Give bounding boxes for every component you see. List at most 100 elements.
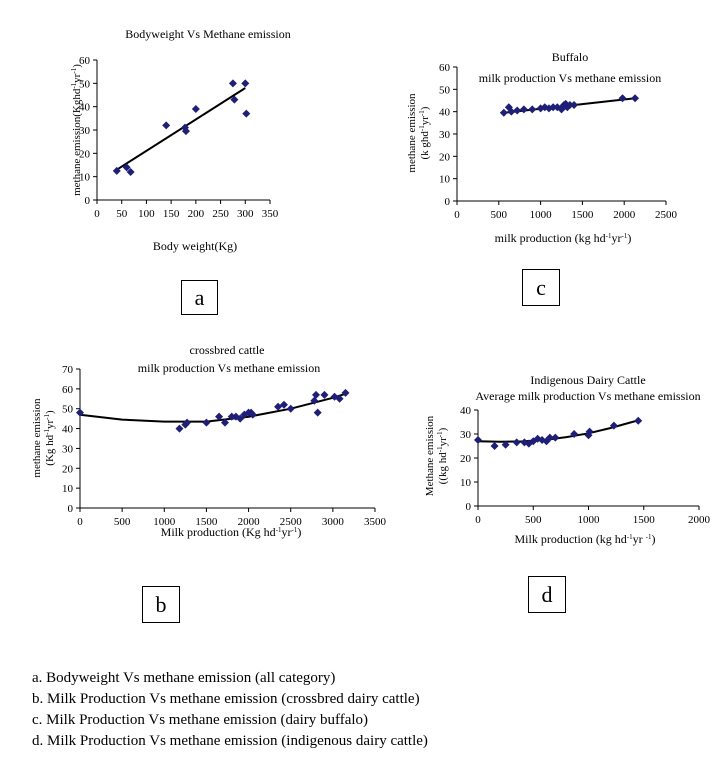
chart-a-point bbox=[228, 79, 237, 88]
chart-b-xtick-label: 3500 bbox=[364, 516, 387, 528]
chart-c-point bbox=[507, 107, 516, 116]
chart-a-ytick-label: 50 bbox=[79, 78, 91, 90]
chart-d-ytick-label: 0 bbox=[466, 501, 472, 513]
chart-c-ytick-label: 40 bbox=[439, 107, 451, 119]
chart-a-point bbox=[112, 166, 121, 175]
chart-c-title: Buffalo bbox=[552, 50, 588, 64]
chart-c-ytick-label: 50 bbox=[439, 84, 451, 96]
chart-a-point bbox=[241, 79, 250, 88]
chart-d-point bbox=[512, 438, 521, 447]
chart-c-xtick-label: 1000 bbox=[530, 209, 553, 221]
caption-c: c. Milk Production Vs methane emission (… bbox=[32, 712, 369, 728]
chart-a-trendline bbox=[116, 87, 246, 171]
chart-c-xtick-label: 0 bbox=[454, 209, 460, 221]
chart-d-xtick-label: 0 bbox=[475, 514, 481, 526]
chart-c-ytick-label: 30 bbox=[439, 129, 451, 141]
chart-d-ytick-label: 40 bbox=[460, 405, 472, 417]
chart-b-xtick-label: 2500 bbox=[280, 516, 303, 528]
chart-a-xtick-label: 50 bbox=[116, 208, 128, 220]
chart-c-ytick-label: 60 bbox=[439, 62, 451, 74]
chart-b-ytick-label: 20 bbox=[62, 463, 74, 475]
chart-d-xtick-label: 1500 bbox=[633, 514, 656, 526]
chart-a-xtick-label: 200 bbox=[188, 208, 205, 220]
chart-b-ytick-label: 40 bbox=[62, 424, 74, 436]
chart-c: Buffalo milk production Vs methane emissi… bbox=[406, 50, 678, 245]
chart-b-point bbox=[286, 404, 295, 413]
chart-a-xtick-label: 350 bbox=[262, 208, 279, 220]
chart-b-subtitle: milk production Vs methane emission bbox=[138, 361, 320, 375]
chart-d-ytick-label: 10 bbox=[460, 477, 472, 489]
chart-b-point bbox=[341, 388, 350, 397]
chart-d-xlabel: Milk production (kg hd-1yr -1) bbox=[514, 532, 655, 546]
chart-b-point bbox=[76, 408, 84, 417]
chart-c-point bbox=[631, 94, 640, 103]
chart-a-point bbox=[191, 105, 200, 113]
chart-a-ylabel: methane emission(Kghd-1yr-1) bbox=[70, 64, 83, 196]
chart-b-point bbox=[320, 390, 329, 399]
chart-c-point bbox=[528, 105, 537, 114]
chart-b-ylabel: methane emission(Kg hd-1yr-1) bbox=[31, 398, 56, 478]
chart-b-point bbox=[335, 394, 344, 403]
chart-d-point bbox=[585, 427, 594, 436]
chart-b-point bbox=[215, 412, 224, 421]
chart-c-point bbox=[499, 108, 508, 117]
chart-c-xlabel: milk production (kg hd-1yr-1) bbox=[495, 231, 632, 245]
chart-a-ytick-label: 10 bbox=[79, 172, 91, 184]
chart-b-point bbox=[310, 396, 319, 405]
chart-a-xlabel: Body weight(Kg) bbox=[153, 239, 237, 253]
chart-c-ytick-label: 20 bbox=[439, 151, 451, 163]
chart-a-point bbox=[122, 163, 131, 172]
chart-d-point bbox=[634, 416, 643, 425]
chart-d-point bbox=[551, 433, 560, 442]
chart-d-point bbox=[490, 442, 499, 450]
chart-b-ytick-label: 70 bbox=[62, 364, 74, 376]
chart-b-trendline bbox=[79, 392, 346, 423]
chart-d-point bbox=[609, 421, 618, 430]
chart-d-subtitle: Average milk production Vs methane emiss… bbox=[475, 389, 700, 403]
chart-d-xtick-label: 500 bbox=[525, 514, 542, 526]
chart-d-ytick-label: 30 bbox=[460, 429, 472, 441]
chart-d-xtick-label: 1000 bbox=[578, 514, 601, 526]
chart-a-point bbox=[230, 95, 239, 104]
chart-a-ytick-label: 40 bbox=[79, 102, 91, 114]
chart-b-point bbox=[175, 424, 184, 433]
chart-a-xtick-label: 300 bbox=[237, 208, 254, 220]
chart-d-point bbox=[545, 433, 554, 442]
chart-a-xtick-label: 0 bbox=[94, 208, 100, 220]
chart-b-point bbox=[202, 418, 211, 427]
chart-d-title: Indigenous Dairy Cattle bbox=[530, 373, 645, 387]
figure-captions: a. Bodyweight Vs methane emission (all c… bbox=[32, 668, 428, 752]
panel-label-c: c bbox=[522, 269, 560, 306]
chart-b-point bbox=[313, 408, 322, 417]
panel-label-b: b bbox=[142, 586, 180, 623]
caption-b: b. Milk Production Vs methane emission (… bbox=[32, 691, 420, 707]
chart-b-point bbox=[248, 410, 257, 419]
chart-b-ytick-label: 50 bbox=[62, 404, 74, 416]
chart-c-xtick-label: 500 bbox=[491, 209, 508, 221]
chart-a-ytick-label: 30 bbox=[79, 125, 91, 137]
chart-a-ytick-label: 20 bbox=[79, 148, 91, 160]
chart-b-xtick-label: 0 bbox=[77, 516, 83, 528]
chart-b-ytick-label: 0 bbox=[68, 503, 74, 515]
chart-d-point bbox=[474, 436, 482, 444]
chart-c-ylabel: methane emission(k ghd-1yr-1) bbox=[406, 93, 431, 173]
chart-b-point bbox=[227, 412, 236, 421]
chart-b-xtick-label: 1500 bbox=[195, 516, 218, 528]
chart-b-xlabel: Milk production (Kg hd-1yr-1) bbox=[161, 525, 302, 539]
chart-a-xtick-label: 250 bbox=[212, 208, 229, 220]
chart-c-xtick-label: 1500 bbox=[571, 209, 594, 221]
chart-a-point bbox=[181, 127, 190, 136]
caption-d: d. Milk Production Vs methane emission (… bbox=[32, 733, 428, 749]
chart-b: crossbred cattle milk production Vs metha… bbox=[31, 343, 387, 539]
chart-c-point bbox=[565, 100, 574, 109]
chart-c-ytick-label: 10 bbox=[439, 174, 451, 186]
chart-b-xtick-label: 500 bbox=[114, 516, 131, 528]
chart-b-title: crossbred cattle bbox=[190, 343, 265, 357]
chart-d-ytick-label: 20 bbox=[460, 453, 472, 465]
chart-a-ytick-label: 60 bbox=[79, 55, 91, 67]
chart-c-point bbox=[519, 105, 528, 114]
chart-a-ytick-label: 0 bbox=[85, 195, 91, 207]
chart-b-point bbox=[220, 418, 229, 427]
chart-d-ylabel: Methane emission((kg hd-1yr-1) bbox=[424, 415, 449, 496]
